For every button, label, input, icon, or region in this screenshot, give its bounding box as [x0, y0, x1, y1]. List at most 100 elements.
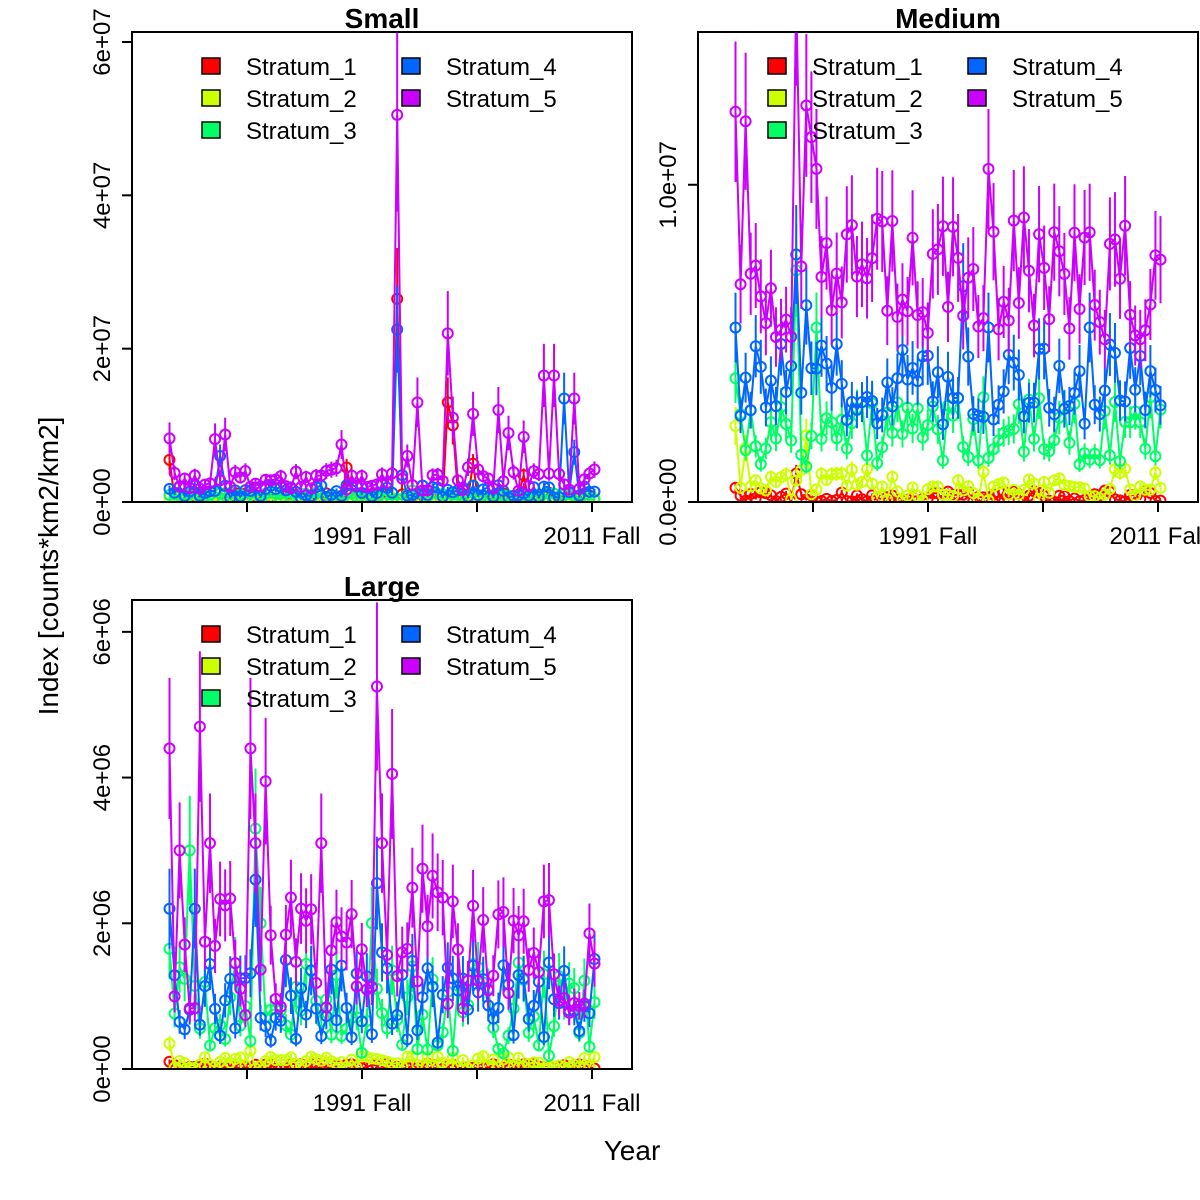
data-point: [861, 449, 874, 462]
data-point: [876, 441, 889, 454]
data-point: [386, 467, 399, 480]
legend-swatch: [201, 625, 221, 643]
series-stratum_5: [163, 32, 601, 497]
data-point: [209, 433, 222, 446]
data-point: [396, 472, 409, 485]
data-point: [795, 448, 808, 461]
legend-swatch: [401, 57, 421, 75]
data-point: [759, 484, 772, 497]
data-point: [1017, 445, 1030, 458]
data-point: [744, 404, 757, 417]
data-point: [1058, 267, 1071, 280]
data-point: [289, 955, 302, 968]
data-point: [305, 482, 318, 495]
legend-label: Stratum_5: [446, 654, 557, 681]
data-point: [522, 479, 535, 492]
x-axis-title: Year: [604, 1135, 661, 1166]
data-point: [335, 438, 348, 451]
legend-swatch: [201, 657, 221, 675]
data-point: [931, 366, 944, 379]
data-point: [739, 444, 752, 457]
data-point: [229, 957, 242, 970]
data-point: [1114, 455, 1127, 468]
data-point: [1002, 314, 1015, 327]
data-point: [578, 997, 591, 1010]
data-point: [795, 260, 808, 273]
data-point: [1154, 253, 1167, 266]
data-point: [209, 939, 222, 952]
data-point: [921, 326, 934, 339]
data-point: [482, 472, 495, 485]
legend-item-stratum_1: Stratum_1: [767, 54, 923, 81]
data-point: [754, 360, 767, 373]
data-point: [820, 357, 833, 370]
data-point: [871, 457, 884, 470]
data-point: [239, 1009, 252, 1022]
data-point: [386, 486, 399, 499]
data-point: [1093, 408, 1106, 421]
legend-label: Stratum_5: [1012, 86, 1123, 113]
data-point: [370, 680, 383, 693]
data-point: [244, 1034, 257, 1047]
data-point: [163, 902, 176, 915]
data-point: [224, 480, 237, 493]
data-point: [1073, 458, 1086, 471]
data-point: [406, 881, 419, 894]
plot-area: [163, 602, 601, 1069]
panel-small: Small 0e+00 2e+07 4e+07 6e+07 1991 Fall 2011 F…: [89, 3, 640, 550]
data-point: [355, 1046, 368, 1059]
legend-item-stratum_1: Stratum_1: [201, 622, 357, 649]
data-point: [1012, 368, 1025, 381]
data-point: [548, 968, 561, 981]
data-point: [441, 997, 454, 1010]
data-point: [406, 479, 419, 492]
data-point: [188, 469, 201, 482]
data-point: [588, 1051, 601, 1064]
data-point: [977, 312, 990, 325]
data-point: [840, 442, 853, 455]
data-point: [548, 369, 561, 382]
data-point: [203, 1039, 216, 1052]
data-point: [764, 282, 777, 295]
y-tick-label: 2e+06: [89, 890, 116, 957]
data-point: [548, 1020, 561, 1033]
data-point: [497, 905, 510, 918]
data-point: [1154, 481, 1167, 494]
data-point: [542, 1049, 555, 1062]
data-point: [391, 1009, 404, 1022]
data-point: [997, 476, 1010, 489]
data-point: [886, 470, 899, 483]
data-point: [401, 450, 414, 462]
legend-swatch: [401, 89, 421, 107]
data-point: [845, 463, 858, 476]
data-point: [487, 482, 500, 495]
data-point: [1114, 494, 1127, 502]
legend-label: Stratum_1: [246, 54, 357, 81]
panel-title: Small: [345, 3, 420, 34]
data-point: [936, 418, 949, 431]
legend-item-stratum_4: Stratum_4: [967, 54, 1123, 81]
y-axis: 0e+00 2e+06 4e+06 6e+06: [89, 598, 133, 1103]
data-point: [532, 965, 545, 978]
y-tick-label: 1.0e+07: [655, 141, 682, 228]
x-tick-label: 1991 Fall: [313, 1090, 412, 1117]
data-point: [456, 483, 469, 496]
data-point: [734, 409, 747, 422]
legend-label: Stratum_5: [446, 86, 557, 113]
data-point: [532, 1039, 545, 1052]
data-point: [203, 1059, 216, 1069]
data-point: [886, 215, 899, 228]
y-axis: 0e+00 2e+07 4e+07 6e+07: [89, 8, 133, 536]
data-point: [820, 237, 833, 250]
data-point: [441, 327, 454, 340]
data-point: [456, 1054, 469, 1067]
panel-large: Large 0e+00 2e+06 4e+06 6e+06 1991 Fall 2011 F…: [89, 571, 640, 1117]
data-point: [284, 891, 297, 904]
panel-title: Large: [344, 571, 420, 602]
legend-item-stratum_2: Stratum_2: [201, 86, 357, 113]
series-line: [168, 114, 596, 493]
data-point: [906, 422, 919, 435]
data-point: [178, 938, 191, 951]
data-point: [790, 474, 803, 487]
legend-item-stratum_4: Stratum_4: [401, 54, 557, 81]
